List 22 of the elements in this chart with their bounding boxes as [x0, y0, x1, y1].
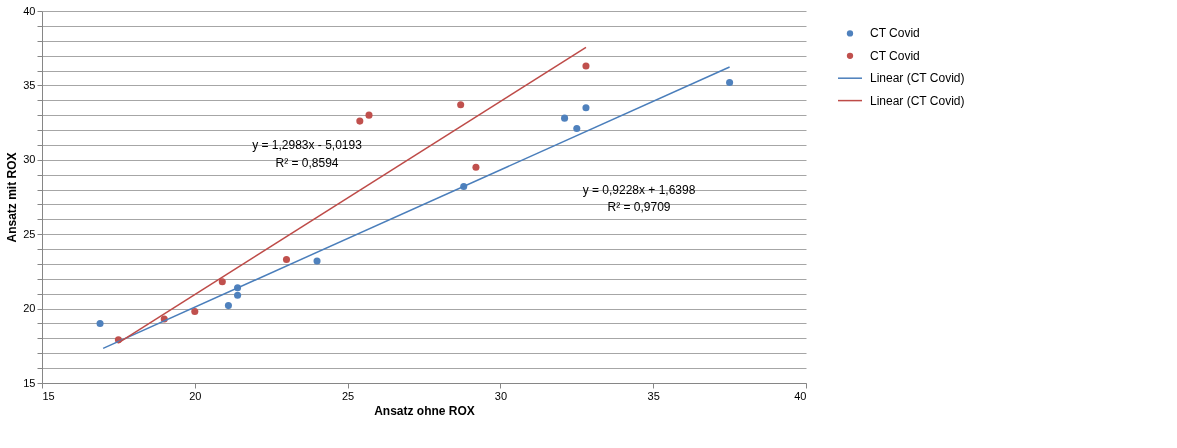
legend-label: Linear (CT Covid): [870, 93, 965, 108]
annotation: y = 1,2983x - 5,0193: [252, 138, 363, 152]
legend-label: Linear (CT Covid): [870, 71, 965, 86]
x-tick-label: 25: [341, 389, 355, 402]
y-tick-label: 15: [23, 376, 36, 389]
legend-label: CT Covid: [870, 48, 920, 63]
annotation: R² = 0,9709: [607, 200, 671, 214]
y-tick-label: 25: [23, 227, 36, 240]
x-tick-label: 30: [494, 389, 508, 402]
annotation: R² = 0,8594: [275, 156, 339, 170]
y-tick-label: 20: [23, 302, 36, 315]
legend-label: CT Covid: [870, 26, 920, 41]
y-tick-label: 40: [23, 4, 36, 17]
y-tick-label: 35: [23, 78, 36, 91]
y-tick-label: 30: [23, 153, 36, 166]
x-tick-label: 15: [42, 389, 55, 402]
y-axis-title: Ansatz mit ROX: [5, 152, 20, 243]
x-tick-label: 40: [794, 389, 807, 402]
x-tick-label: 35: [647, 389, 660, 402]
x-axis-title: Ansatz ohne ROX: [374, 403, 475, 418]
x-tick-label: 20: [189, 389, 202, 402]
annotation: y = 0,9228x + 1,6398: [582, 183, 696, 197]
